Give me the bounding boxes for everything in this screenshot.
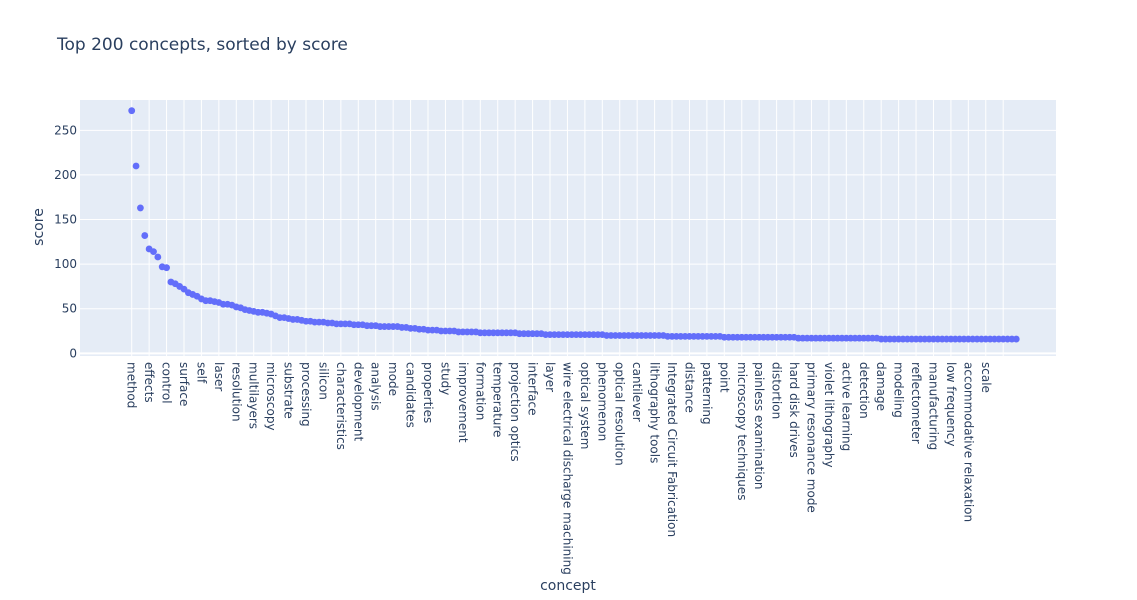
x-tick-label: multilayers (247, 362, 261, 429)
x-tick-label: lithography tools (648, 362, 662, 463)
y-tick-label: 50 (62, 302, 77, 316)
x-tick-label: analysis (369, 362, 383, 411)
x-axis-title: concept (540, 578, 596, 594)
data-point[interactable] (141, 232, 149, 239)
grid (80, 100, 1056, 356)
x-tick-label: layer (543, 362, 557, 392)
x-tick-label: candidates (404, 362, 418, 428)
x-tick-label: scale (979, 362, 993, 393)
x-tick-label: point (717, 362, 731, 393)
plot-area (80, 100, 1056, 356)
x-tick-label: surface (177, 362, 191, 406)
chart-title: Top 200 concepts, sorted by score (56, 35, 348, 55)
x-tick-label: mode (386, 362, 400, 396)
x-tick-label: optical resolution (613, 362, 627, 466)
x-tick-label: damage (874, 362, 888, 411)
y-tick-label: 100 (54, 257, 77, 271)
x-tick-label: temperature (491, 362, 505, 437)
y-tick-label: 150 (54, 213, 77, 227)
y-axis-ticks: 0 50 100 150 200 250 (54, 123, 77, 360)
x-tick-label: formation (473, 362, 487, 420)
y-tick-label: 250 (54, 123, 77, 137)
x-tick-label: microscopy techniques (735, 362, 749, 500)
x-tick-label: reflectometer (909, 362, 923, 444)
x-tick-label: wire electrical discharge machining (560, 362, 574, 575)
x-tick-label: hard disk drives (787, 362, 801, 458)
data-point[interactable] (137, 204, 144, 212)
data-point[interactable] (163, 264, 170, 272)
x-tick-label: violet lithography (822, 362, 836, 468)
x-tick-label: optical system (578, 362, 592, 449)
x-tick-label: primary resonance mode (804, 362, 818, 513)
x-tick-label: properties (421, 362, 435, 423)
x-tick-label: microscopy (264, 362, 278, 431)
x-tick-label: phenomenon (595, 362, 609, 441)
y-tick-label: 0 (69, 346, 77, 360)
x-tick-label: effects (142, 362, 156, 403)
x-tick-label: detection (857, 362, 871, 419)
data-point[interactable] (150, 248, 157, 256)
data-point[interactable] (132, 162, 140, 170)
x-tick-label: distortion (770, 362, 784, 419)
x-tick-label: laser (212, 362, 226, 391)
x-tick-label: painless examination (752, 362, 766, 490)
x-tick-label: silicon (316, 362, 330, 400)
x-tick-label: improvement (456, 362, 470, 443)
x-tick-label: resolution (229, 362, 243, 422)
x-tick-label: accommodative relaxation (961, 362, 975, 522)
x-tick-label: control (160, 362, 174, 404)
x-axis-ticks: method effects control surface self laser reso… (125, 362, 993, 575)
data-points (128, 107, 1020, 343)
x-tick-label: manufacturing (926, 362, 940, 450)
x-tick-label: modeling (892, 362, 906, 418)
x-tick-label: projection optics (508, 362, 522, 462)
x-tick-label: active learning (839, 362, 853, 451)
x-tick-label: substrate (282, 362, 296, 419)
x-tick-label: processing (299, 362, 313, 427)
x-tick-label: patterning (700, 362, 714, 425)
x-tick-label: characteristics (334, 362, 348, 450)
x-tick-label: distance (682, 362, 696, 413)
data-point[interactable] (128, 107, 136, 115)
y-axis-title: score (31, 208, 47, 246)
data-point[interactable] (1012, 335, 1020, 343)
x-tick-label: Integrated Circuit Fabrication (665, 362, 679, 537)
x-tick-label: interface (526, 362, 540, 416)
x-tick-label: cantilever (630, 362, 644, 422)
x-tick-label: self (194, 362, 208, 384)
x-tick-label: method (125, 362, 139, 408)
data-point[interactable] (154, 253, 162, 261)
x-tick-label: study (438, 362, 452, 395)
x-tick-label: development (351, 362, 365, 441)
y-tick-label: 200 (54, 168, 77, 182)
x-tick-label: low frequency (944, 362, 958, 447)
